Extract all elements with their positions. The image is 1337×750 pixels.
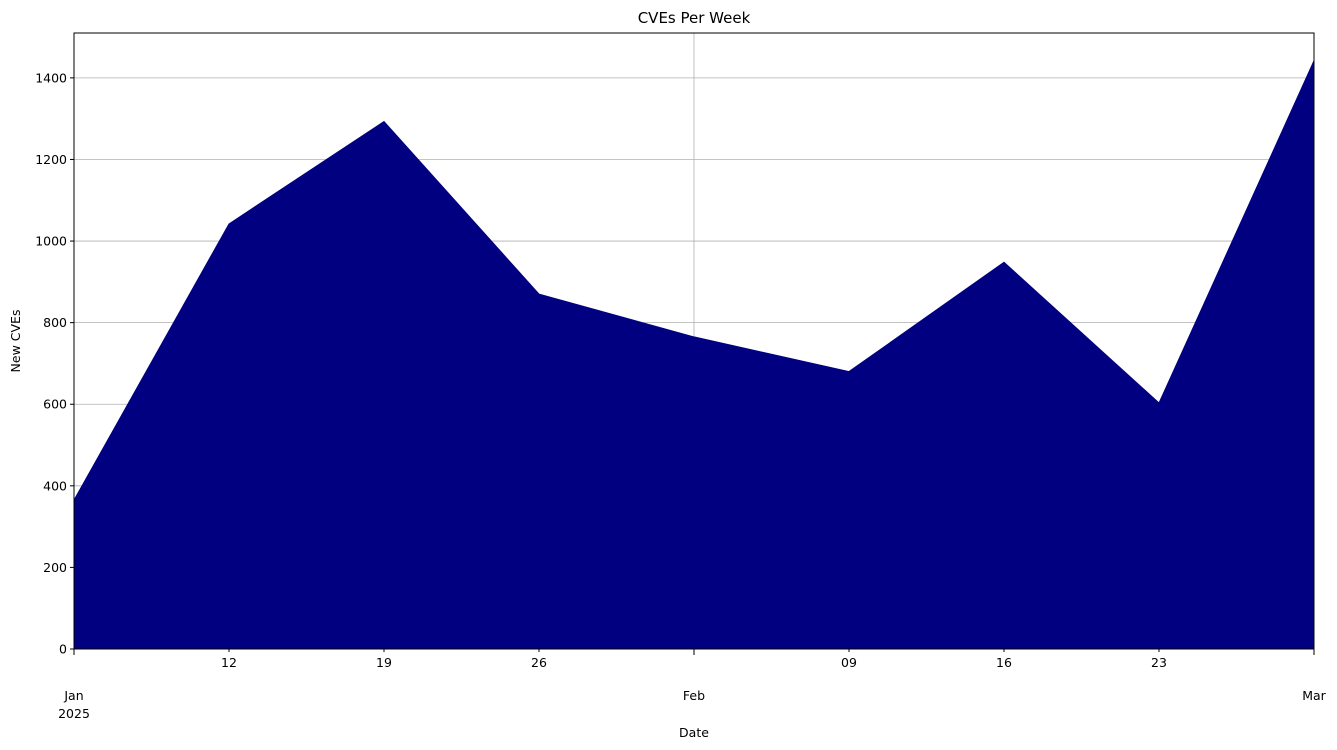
y-tick-label: 400 (43, 478, 67, 493)
x-minor-tick-label: 09 (841, 655, 857, 670)
y-tick-label: 600 (43, 397, 67, 412)
x-minor-tick-label: 19 (376, 655, 392, 670)
x-major-tick-label: Feb (683, 688, 705, 703)
y-tick-label: 800 (43, 315, 67, 330)
y-tick-label: 200 (43, 560, 67, 575)
x-axis-label: Date (679, 725, 709, 740)
y-tick-label: 1400 (35, 70, 67, 85)
x-axis-ticks: 12 19 26 09 16 23 Jan 2025 Feb Mar (58, 649, 1327, 721)
x-minor-tick-label: 26 (531, 655, 547, 670)
y-axis-ticks: 0 200 400 600 800 1000 1200 1400 (35, 70, 74, 657)
y-tick-label: 1000 (35, 234, 67, 249)
x-minor-tick-label: 16 (996, 655, 1012, 670)
x-major-tick-label: Mar (1302, 688, 1326, 703)
x-major-tick-label: Jan (63, 688, 83, 703)
y-tick-label: 1200 (35, 152, 67, 167)
y-tick-label: 0 (59, 642, 67, 657)
x-major-tick-sublabel: 2025 (58, 706, 90, 721)
chart-title: CVEs Per Week (638, 9, 751, 27)
x-minor-tick-label: 12 (221, 655, 237, 670)
x-minor-tick-label: 23 (1151, 655, 1167, 670)
y-axis-label: New CVEs (8, 310, 23, 373)
